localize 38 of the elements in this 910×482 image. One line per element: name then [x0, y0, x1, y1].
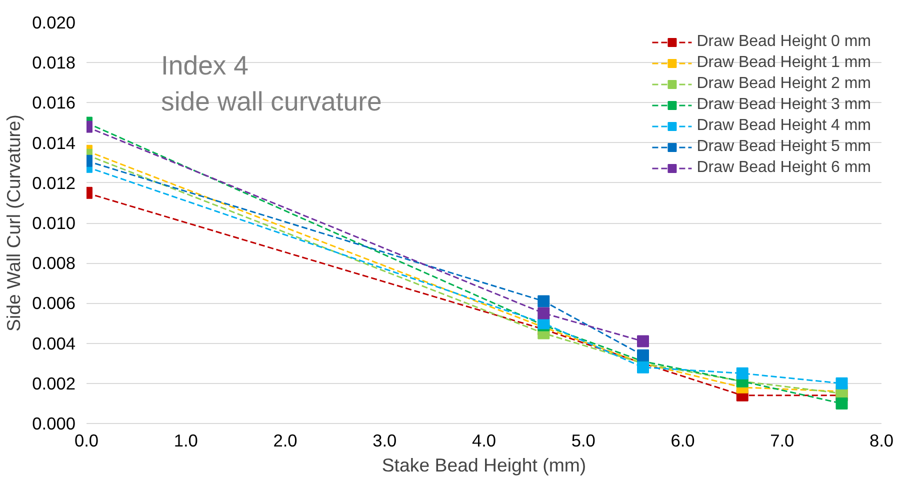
y-tick-label: 0.006 [32, 293, 76, 314]
point [538, 307, 550, 320]
point [736, 367, 748, 380]
y-tick-label: 0.002 [32, 373, 76, 394]
y-tick-label: 0.000 [32, 414, 76, 434]
annotation: Index 4 side wall curvature [161, 50, 382, 117]
legend-label: Draw Bead Height 2 mm [696, 75, 871, 93]
y-tick-label: 0.014 [32, 132, 76, 153]
point [538, 295, 550, 308]
legend-label: Draw Bead Height 6 mm [696, 159, 871, 177]
y-tick-label: 0.016 [32, 92, 76, 113]
x-tick-label: 6.0 [670, 430, 695, 450]
point [637, 349, 649, 362]
y-tick-label: 0.020 [32, 12, 76, 32]
x-tick-label: 5.0 [571, 430, 596, 450]
y-tick-label: 0.018 [32, 52, 76, 73]
y-tick-label: 0.004 [32, 333, 76, 354]
y-tick-label: 0.010 [32, 213, 76, 233]
x-tick-label: 4.0 [472, 430, 496, 450]
y-axis-title: Side Wall Curl (Curvature) [3, 114, 24, 332]
legend-label: Draw Bead Height 1 mm [696, 54, 871, 72]
x-tick-label: 8.0 [869, 430, 894, 450]
y-tick-label: 0.012 [32, 172, 76, 193]
y-tick-label: 0.008 [32, 253, 76, 274]
x-tick-label: 0.0 [74, 430, 99, 450]
point [637, 361, 649, 374]
legend-label: Draw Bead Height 3 mm [696, 96, 871, 114]
legend-label: Draw Bead Height 5 mm [696, 138, 871, 156]
x-tick-label: 3.0 [372, 430, 397, 450]
point [836, 377, 848, 390]
point [836, 397, 848, 410]
x-tick-label: 1.0 [174, 430, 198, 450]
x-tick-label: 7.0 [770, 430, 794, 450]
x-axis-title: Stake Bead Height (mm) [382, 454, 586, 476]
x-tick-label: 2.0 [273, 430, 298, 450]
legend-label: Draw Bead Height 4 mm [696, 117, 871, 135]
legend-label: Draw Bead Height 0 mm [696, 33, 871, 51]
point [637, 335, 649, 348]
